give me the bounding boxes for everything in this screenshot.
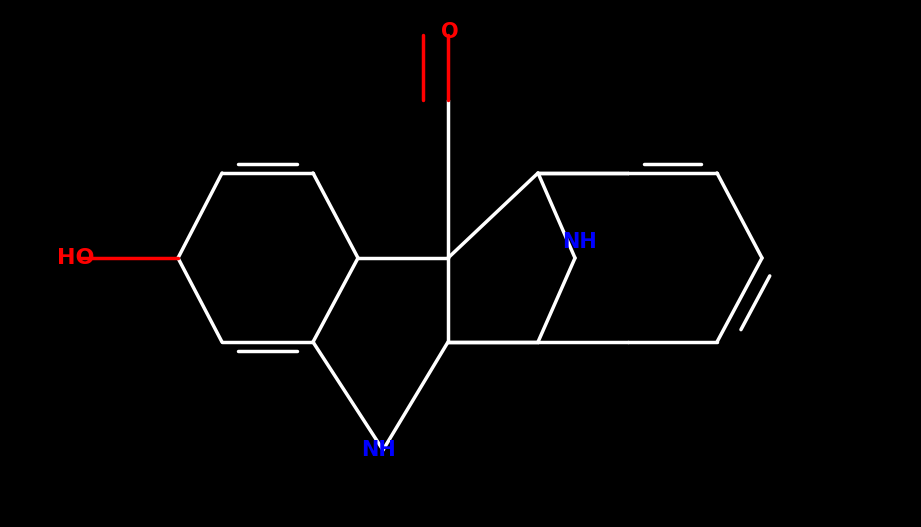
Text: NH: NH [361,440,396,460]
Text: NH: NH [562,232,597,252]
Text: O: O [441,22,459,42]
Text: HO: HO [57,248,94,268]
